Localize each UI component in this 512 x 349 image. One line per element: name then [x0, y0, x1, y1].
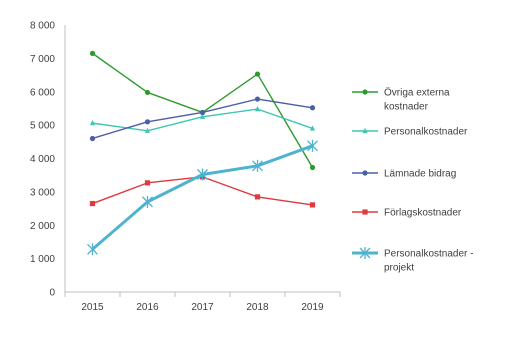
series-3	[89, 96, 316, 142]
data-point	[89, 200, 96, 207]
data-point	[142, 195, 153, 208]
data-point	[309, 164, 316, 171]
data-point	[197, 168, 208, 181]
data-point	[89, 135, 96, 142]
data-point	[252, 159, 263, 172]
legend-label: kostnader	[384, 102, 429, 113]
legend-label: Personalkostnader	[384, 127, 468, 138]
data-point	[309, 202, 316, 208]
y-tick-label: 5 000	[30, 121, 55, 132]
data-point	[309, 125, 316, 131]
data-point	[144, 89, 151, 96]
legend-entry: Övriga externa kostnader	[352, 87, 450, 113]
y-tick-label: 1 000	[30, 254, 55, 265]
data-point	[362, 127, 368, 134]
x-tick-label: 2019	[301, 302, 324, 313]
data-point	[87, 243, 98, 256]
series-line	[92, 176, 313, 206]
data-point	[144, 180, 151, 186]
data-point	[254, 106, 261, 112]
data-point	[199, 113, 206, 119]
x-tick-label: 2015	[81, 302, 104, 313]
y-tick-label: 0	[49, 288, 55, 299]
legend-label: projekt	[384, 263, 414, 274]
legend-label: Övriga externa	[384, 87, 450, 99]
series-2	[89, 106, 316, 133]
legend-entry: Förlagskostnader	[352, 208, 462, 219]
data-point	[254, 96, 261, 102]
data-point	[144, 127, 151, 133]
data-point	[362, 209, 368, 215]
x-tick-label: 2018	[246, 302, 269, 313]
y-tick-label: 8 000	[30, 21, 55, 32]
data-point	[359, 247, 371, 259]
data-point	[254, 194, 261, 200]
data-point	[89, 120, 96, 126]
data-point	[89, 50, 96, 56]
series-line	[91, 144, 314, 251]
legend-entry: Personalkostnader	[352, 127, 468, 138]
legend-label: Personalkostnader -	[384, 249, 474, 260]
data-point	[307, 139, 318, 152]
data-point	[309, 105, 316, 111]
data-point	[144, 119, 151, 125]
legend: Övriga externa kostnader Personalkostnader…	[352, 87, 474, 274]
data-point	[254, 71, 261, 77]
y-tick-label: 6 000	[30, 87, 55, 98]
y-tick-label: 3 000	[30, 187, 55, 198]
legend-entry: Lämnade bidrag	[352, 169, 456, 180]
series-5	[87, 139, 318, 256]
data-point	[362, 170, 368, 176]
data-point	[362, 89, 368, 95]
legend-label: Lämnade bidrag	[384, 169, 456, 180]
legend-label: Förlagskostnader	[384, 208, 462, 219]
y-tick-label: 7 000	[30, 54, 55, 65]
plot-area: 0 1 000 2 000 3 000 4 000 5 000 6 000 7 000 8 00…	[30, 21, 341, 313]
x-tick-label: 2017	[191, 302, 214, 313]
x-tick-label: 2016	[136, 302, 159, 313]
y-tick-label: 2 000	[30, 221, 55, 232]
data-point	[199, 109, 206, 116]
y-tick-label: 4 000	[30, 154, 55, 165]
legend-entry: Personalkostnader - projekt	[352, 247, 474, 274]
